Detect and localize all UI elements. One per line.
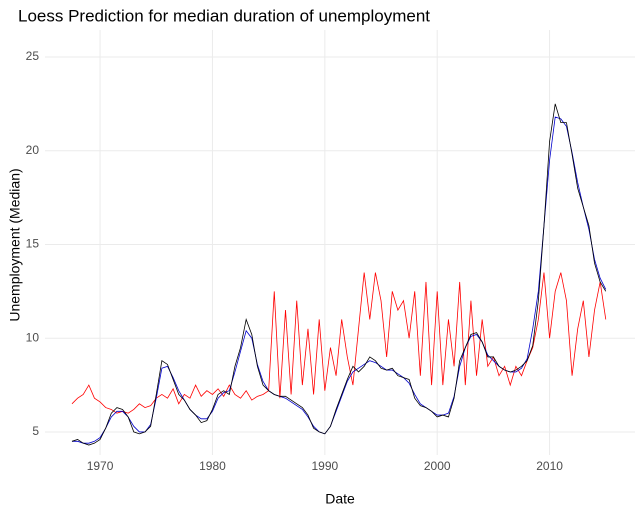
series-line bbox=[71, 116, 607, 444]
x-tick-label: 2000 bbox=[424, 459, 451, 473]
y-tick-label: 15 bbox=[26, 237, 40, 251]
series-line bbox=[71, 103, 607, 446]
y-tick-label: 20 bbox=[26, 143, 40, 157]
y-tick-label: 10 bbox=[26, 330, 40, 344]
series-line bbox=[71, 272, 607, 414]
y-axis-label: Unemployment (Median) bbox=[7, 168, 23, 321]
chart-title: Loess Prediction for median duration of … bbox=[18, 6, 430, 25]
x-tick-label: 1970 bbox=[87, 459, 114, 473]
x-tick-label: 2010 bbox=[536, 459, 563, 473]
y-tick-label: 25 bbox=[26, 49, 40, 63]
x-axis-label: Date bbox=[325, 491, 355, 507]
x-tick-label: 1990 bbox=[311, 459, 338, 473]
y-tick-label: 5 bbox=[32, 424, 39, 438]
x-tick-label: 1980 bbox=[199, 459, 226, 473]
